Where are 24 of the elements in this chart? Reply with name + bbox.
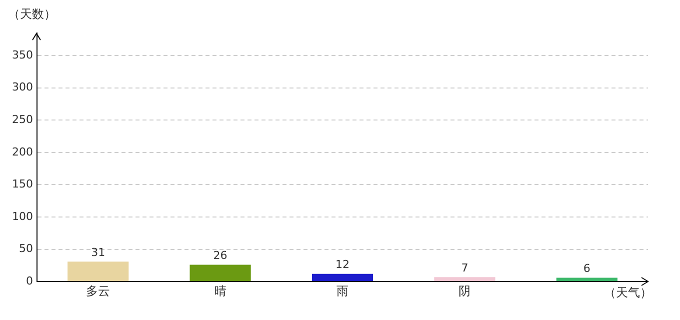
y-tick-label: 0 [26,274,33,288]
y-axis-title: （天数） [8,7,56,22]
data-label: 6 [583,262,590,276]
data-label: 7 [461,261,468,274]
x-tick-label: 晴 [214,284,226,298]
y-tick-label: 250 [12,113,33,126]
y-tick-label: 150 [12,178,33,191]
bar [190,264,251,282]
y-tick-label: 200 [12,145,33,158]
bar [68,262,129,282]
x-tick-label: 雨 [336,284,348,298]
x-axis-title: （天气） [604,286,652,300]
y-tick-label: 100 [12,210,33,223]
bar [434,277,496,282]
bar [312,274,374,282]
data-label: 31 [91,246,106,259]
data-label: 12 [336,258,350,272]
y-tick-label: 300 [12,80,33,94]
data-label: 26 [213,249,228,262]
y-tick-label: 50 [18,242,33,256]
x-tick-label: 阴 [458,284,471,298]
x-tick-label: 多云 [86,284,110,298]
y-tick-label: 350 [12,48,33,62]
bar [556,278,618,282]
